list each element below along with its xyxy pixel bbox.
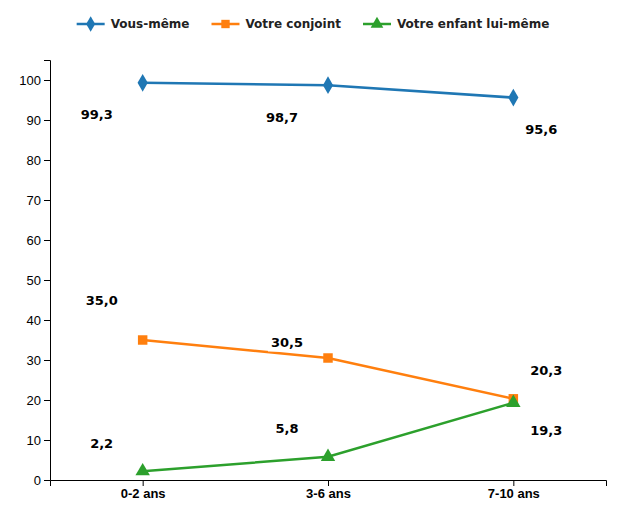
y-tick-mark <box>44 480 50 481</box>
data-label-background <box>527 421 565 440</box>
legend-item: Votre enfant lui-même <box>363 17 549 31</box>
data-label-background <box>522 120 560 139</box>
data-label-group: 98,7 <box>263 108 301 127</box>
y-tick-mark <box>44 440 50 441</box>
data-labels: 99,3 98,7 95,6 35,0 30,5 20,3 2,2 5,8 19,3 <box>78 105 566 452</box>
data-label-group: 5,8 <box>272 419 301 438</box>
data-label-background <box>268 333 306 352</box>
x-tick-mark <box>143 480 144 486</box>
x-tick-label: 0-2 ans <box>121 486 166 501</box>
data-label-background <box>272 419 301 438</box>
y-axis-line <box>44 61 51 481</box>
y-tick-mark <box>44 200 50 201</box>
x-tick-label: 3-6 ans <box>306 486 351 501</box>
data-label: 2,2 <box>90 436 113 451</box>
legend-label: Votre conjoint <box>245 17 341 31</box>
legend-swatch-marker <box>221 20 229 28</box>
data-label: 30,5 <box>271 335 303 350</box>
series-line <box>143 403 514 471</box>
data-label-background <box>87 434 116 453</box>
legend: Vous-même Votre conjoint Votre enfant lui-… <box>77 16 550 32</box>
chart: 0-2 ans 3-6 ans 7-10 ans 0 10 20 30 40 50 60 70 80 9… <box>0 0 626 520</box>
data-label-group: 35,0 <box>83 291 121 310</box>
x-axis-line <box>51 481 607 487</box>
y-tick: 30 <box>27 353 50 368</box>
point-marker <box>138 335 147 344</box>
y-tick: 100 <box>19 73 50 88</box>
x-axis: 0-2 ans 3-6 ans 7-10 ans <box>51 480 607 501</box>
plot: 0-2 ans 3-6 ans 7-10 ans 0 10 20 30 40 50 60 70 80 9… <box>19 61 606 502</box>
data-label-background <box>263 108 301 127</box>
y-tick: 80 <box>27 153 50 168</box>
legend-label: Vous-même <box>111 17 190 31</box>
y-tick-label: 30 <box>27 353 41 368</box>
legend-item: Votre conjoint <box>211 17 341 31</box>
y-tick: 70 <box>27 193 50 208</box>
point-marker <box>323 353 332 362</box>
data-label: 20,3 <box>530 363 562 378</box>
data-label-group: 95,6 <box>522 120 560 139</box>
data-label-background <box>527 361 565 380</box>
marks <box>135 74 520 475</box>
y-tick: 50 <box>27 273 50 288</box>
y-axis: 0 10 20 30 40 50 60 70 80 90 100 <box>19 61 50 488</box>
y-tick-label: 20 <box>27 393 41 408</box>
y-tick: 90 <box>27 113 50 128</box>
point-marker <box>506 394 520 406</box>
y-tick: 0 <box>34 473 50 488</box>
y-tick-label: 0 <box>34 473 41 488</box>
data-label-background <box>78 105 116 124</box>
y-tick-mark <box>44 360 50 361</box>
y-tick-label: 70 <box>27 193 41 208</box>
y-tick: 20 <box>27 393 50 408</box>
data-label: 5,8 <box>275 421 298 436</box>
data-label-group: 30,5 <box>268 333 306 352</box>
data-label: 98,7 <box>266 110 298 125</box>
y-tick-label: 10 <box>27 433 41 448</box>
legend-swatch-marker <box>86 16 95 32</box>
series-line <box>143 340 514 399</box>
data-label: 19,3 <box>530 423 562 438</box>
y-tick-mark <box>44 240 50 241</box>
point-marker <box>508 89 518 107</box>
data-label: 35,0 <box>86 293 118 308</box>
point-marker <box>323 76 333 94</box>
point-marker <box>138 74 148 92</box>
y-tick-label: 80 <box>27 153 41 168</box>
data-label-group: 20,3 <box>527 361 565 380</box>
y-tick-mark <box>44 320 50 321</box>
y-tick-mark <box>44 160 50 161</box>
y-tick: 10 <box>27 433 50 448</box>
x-tick-label: 7-10 ans <box>488 486 540 501</box>
data-label-group: 2,2 <box>87 434 116 453</box>
x-tick: 0-2 ans <box>121 480 166 501</box>
y-tick: 40 <box>27 313 50 328</box>
y-tick-mark <box>44 80 50 81</box>
data-label: 99,3 <box>81 107 113 122</box>
data-label: 95,6 <box>525 122 557 137</box>
point-marker <box>321 448 335 460</box>
x-tick: 3-6 ans <box>306 480 351 501</box>
x-tick-mark <box>328 480 329 486</box>
y-tick-mark <box>44 280 50 281</box>
legend-item: Vous-même <box>77 16 190 32</box>
y-tick-label: 60 <box>27 233 41 248</box>
data-label-group: 99,3 <box>78 105 116 124</box>
y-tick: 60 <box>27 233 50 248</box>
y-tick-label: 100 <box>19 73 41 88</box>
x-tick-mark <box>513 480 514 486</box>
y-tick-label: 90 <box>27 113 41 128</box>
y-tick-mark <box>44 120 50 121</box>
data-label-group: 19,3 <box>527 421 565 440</box>
point-marker <box>135 463 149 475</box>
y-tick-label: 50 <box>27 273 41 288</box>
x-tick: 7-10 ans <box>488 480 540 501</box>
y-tick-label: 40 <box>27 313 41 328</box>
y-tick-mark <box>44 400 50 401</box>
legend-swatch-marker <box>371 17 384 28</box>
legend-label: Votre enfant lui-même <box>397 17 549 31</box>
data-label-background <box>83 291 121 310</box>
